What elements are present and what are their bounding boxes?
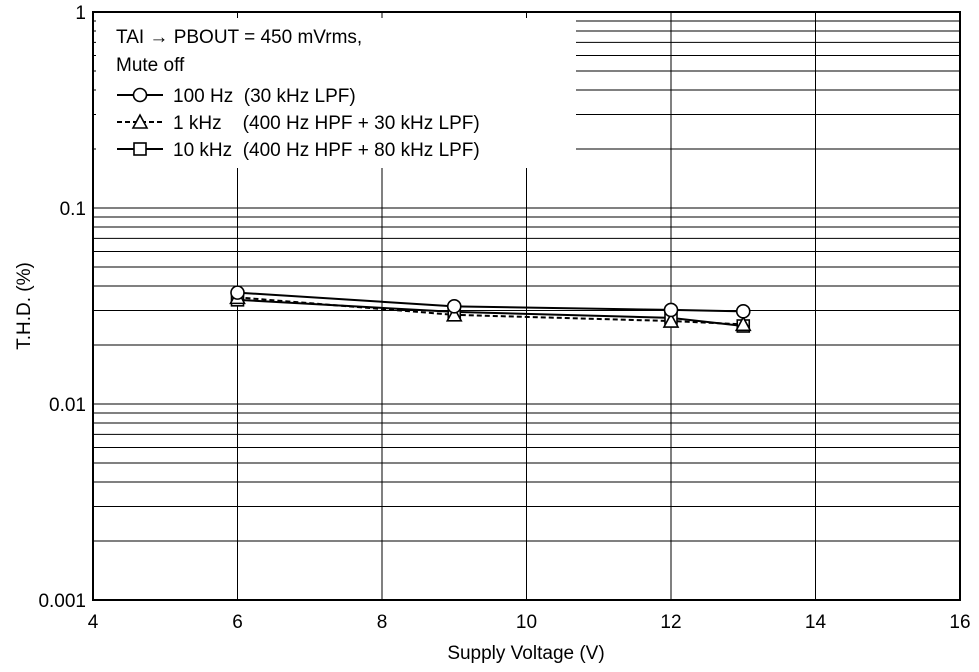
series-line-triangle <box>237 296 744 326</box>
series-line-circle <box>237 291 744 313</box>
x-tick-label: 6 <box>232 612 243 633</box>
legend-entry-label: 10 kHz (400 Hz HPF + 80 kHz LPF) <box>173 140 480 161</box>
tick-labels: 4 6 8 10 12 14 16 0.001 0.01 0.1 1 <box>38 3 970 633</box>
data-point-circle <box>446 299 462 314</box>
legend-entry-label: 100 Hz (30 kHz LPF) <box>173 86 356 107</box>
x-tick-label: 16 <box>949 612 970 633</box>
y-tick-label: 0.001 <box>38 591 86 612</box>
data-point-triangle <box>734 315 752 332</box>
legend-background <box>96 18 576 168</box>
plot-frame <box>92 11 961 601</box>
legend-entry-label: 1 kHz (400 Hz HPF + 30 kHz LPF) <box>173 113 480 134</box>
legend-marker-triangle <box>131 113 149 129</box>
y-tick-label: 0.1 <box>60 199 86 220</box>
x-tick-label: 10 <box>516 612 537 633</box>
y-tick-label: 0.01 <box>49 395 86 416</box>
series-lines <box>229 285 752 333</box>
legend-marker-square <box>133 142 147 156</box>
data-point-triangle <box>662 312 680 328</box>
legend-marker-circle <box>132 87 148 103</box>
data-point-circle <box>663 302 679 318</box>
data-point-circle <box>735 304 751 319</box>
legend-header-line: TAI → PBOUT = 450 mVrms, <box>116 27 362 48</box>
data-point-triangle <box>445 306 463 322</box>
x-tick-label: 14 <box>805 612 827 633</box>
x-tick-label: 4 <box>88 612 99 633</box>
y-axis-label: T.H.D. (%) <box>14 262 35 350</box>
x-tick-label: 8 <box>377 612 388 633</box>
legend-header-line: Mute off <box>116 55 185 76</box>
x-tick-label: 12 <box>660 612 681 633</box>
legend: TAI → PBOUT = 450 mVrms, Mute off 100 Hz (… <box>96 18 576 168</box>
x-axis-label: Supply Voltage (V) <box>447 643 604 664</box>
data-point-circle <box>230 285 245 300</box>
y-tick-label: 1 <box>75 3 86 24</box>
